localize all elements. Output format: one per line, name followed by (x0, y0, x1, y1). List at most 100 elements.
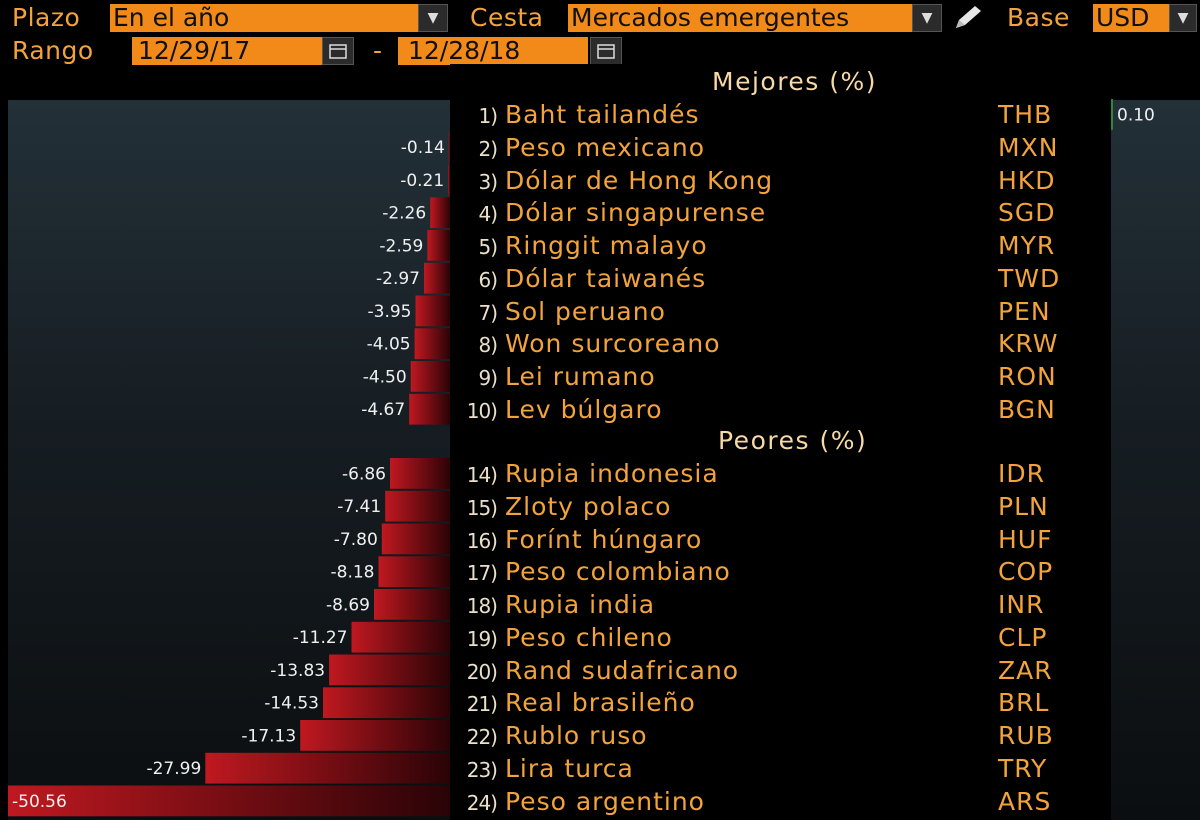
rank-number: 5) (478, 235, 498, 259)
start-calendar-button[interactable] (322, 37, 354, 65)
bar (430, 197, 450, 229)
table-row[interactable]: 1) Baht tailandés THB (450, 100, 1111, 132)
currency-name: Lira turca (505, 753, 634, 783)
table-row[interactable]: 20) Rand sudafricano ZAR (450, 656, 1111, 688)
start-date-input[interactable]: 12/29/17 (132, 37, 322, 65)
cesta-dropdown-button[interactable]: ▼ (912, 4, 942, 32)
bar (374, 589, 450, 620)
currency-name: Dólar singapurense (505, 198, 767, 228)
table-row[interactable]: 21) Real brasileño BRL (450, 688, 1111, 720)
currency-code: IDR (998, 459, 1045, 488)
data-label: -7.80 (334, 530, 378, 550)
data-label: -2.59 (379, 236, 423, 256)
currency-code: SGD (998, 198, 1056, 228)
data-label: -2.26 (382, 204, 426, 224)
data-label: -6.86 (342, 464, 386, 484)
plazo-dropdown-button[interactable]: ▼ (418, 4, 448, 32)
currency-name: Peso colombiano (505, 557, 731, 587)
currency-code: HUF (998, 524, 1053, 554)
range-separator: - (373, 36, 383, 65)
rank-number: 21) (466, 692, 498, 717)
currency-name: Lev búlgaro (505, 394, 663, 424)
data-label: -4.67 (361, 400, 405, 420)
bar (385, 490, 450, 522)
currency-code: RON (998, 362, 1057, 391)
pencil-icon[interactable] (950, 3, 986, 33)
plazo-select[interactable]: En el año (110, 4, 418, 32)
table-row[interactable]: 15) Zloty polaco PLN (450, 492, 1111, 524)
table-row[interactable]: 17) Peso colombiano COP (450, 557, 1111, 589)
ranking-panel: Mejores (%) Peores (%) 1) Baht tailandés T… (450, 64, 1111, 820)
table-row[interactable]: 22) Rublo ruso RUB (450, 721, 1111, 753)
table-row[interactable]: 23) Lira turca TRY (450, 754, 1111, 786)
data-label: -11.27 (293, 628, 348, 648)
table-row[interactable]: 18) Rupia india INR (450, 590, 1111, 622)
rank-number: 22) (466, 725, 498, 749)
rank-number: 14) (466, 463, 498, 487)
rank-number: 8) (478, 333, 498, 358)
currency-name: Rublo ruso (505, 721, 648, 750)
bar (323, 687, 450, 719)
currency-code: THB (998, 100, 1053, 129)
rank-number: 19) (466, 626, 498, 651)
table-row[interactable]: 24) Peso argentino ARS (450, 787, 1111, 819)
rank-number: 23) (466, 757, 498, 782)
data-label: -14.53 (264, 694, 319, 714)
rank-number: 3) (478, 169, 498, 194)
table-row[interactable]: 14) Rupia indonesia IDR (450, 459, 1111, 491)
data-label: -0.21 (400, 171, 444, 191)
table-row[interactable]: 3) Dólar de Hong Kong HKD (450, 166, 1111, 198)
end-date-input[interactable]: 12/28/18 (398, 37, 588, 65)
chevron-down-icon: ▼ (427, 10, 439, 26)
table-row[interactable]: 4) Dólar singapurense SGD (450, 198, 1111, 230)
rank-number: 17) (466, 561, 498, 586)
base-dropdown-button[interactable]: ▼ (1169, 4, 1197, 32)
data-label: -13.83 (270, 661, 325, 681)
base-select[interactable]: USD (1093, 4, 1169, 32)
base-label: Base (1007, 3, 1070, 32)
currency-name: Baht tailandés (505, 100, 700, 129)
rank-number: 24) (466, 790, 498, 815)
currency-code: BGN (998, 394, 1056, 424)
end-calendar-button[interactable] (590, 37, 622, 65)
table-row[interactable]: 8) Won surcoreano KRW (450, 329, 1111, 361)
rank-number: 16) (466, 528, 498, 553)
currency-name: Real brasileño (505, 688, 696, 718)
currency-code: ZAR (998, 655, 1053, 685)
data-label: 0.10 (1117, 105, 1155, 125)
table-row[interactable]: 10) Lev búlgaro BGN (450, 395, 1111, 427)
currency-code: PLN (998, 491, 1049, 521)
currency-code: ARS (998, 786, 1052, 816)
currency-code: TRY (998, 753, 1048, 783)
plazo-label: Plazo (12, 3, 81, 32)
table-row[interactable]: 16) Forínt húngaro HUF (450, 525, 1111, 557)
currency-code: PEN (998, 296, 1051, 326)
currency-code: HKD (998, 165, 1056, 195)
table-row[interactable]: 7) Sol peruano PEN (450, 297, 1111, 329)
rank-number: 18) (466, 594, 498, 618)
table-row[interactable]: 5) Ringgit malayo MYR (450, 231, 1111, 263)
bar (410, 361, 450, 392)
rank-number: 10) (466, 398, 498, 423)
bar (8, 785, 450, 817)
currency-name: Zloty polaco (505, 491, 672, 521)
table-row[interactable]: 2) Peso mexicano MXN (450, 133, 1111, 165)
rank-number: 4) (478, 202, 498, 227)
currency-code: RUB (998, 721, 1054, 750)
section-title-mejores: Mejores (%) (712, 67, 878, 96)
table-row[interactable]: 6) Dólar taiwanés TWD (450, 264, 1111, 296)
rank-number: 2) (478, 136, 498, 161)
bar (351, 621, 450, 653)
currency-code: KRW (998, 329, 1059, 359)
cesta-select[interactable]: Mercados emergentes (568, 4, 912, 32)
bar (378, 556, 450, 588)
table-row[interactable]: 9) Lei rumano RON (450, 362, 1111, 394)
rank-number: 15) (466, 495, 498, 520)
table-row[interactable]: 19) Peso chileno CLP (450, 623, 1111, 655)
data-label: -7.41 (337, 497, 381, 517)
currency-name: Dólar de Hong Kong (505, 165, 774, 195)
data-label: -4.50 (363, 367, 407, 387)
data-label: -8.69 (326, 595, 370, 615)
currency-code: INR (998, 590, 1045, 619)
calendar-icon (329, 44, 347, 59)
